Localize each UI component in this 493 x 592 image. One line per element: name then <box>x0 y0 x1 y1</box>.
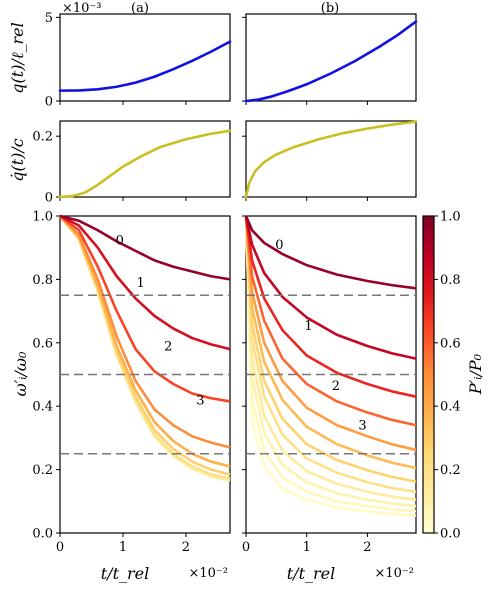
curve-index-label: 0 <box>116 233 124 248</box>
q_b-axes <box>242 13 417 105</box>
ytick-label: 0.2 <box>32 463 53 478</box>
colorbar-tick-label: 0.2 <box>440 463 461 478</box>
ytick-label: 1.0 <box>32 210 53 225</box>
ylabel-qdot: q̇(t)/c <box>8 138 27 182</box>
xtick-label: 1 <box>119 540 127 555</box>
om_a-omega-line <box>59 214 231 281</box>
om_a-omega-line <box>59 215 231 449</box>
om_b-omega-line <box>244 215 417 502</box>
ylabel-omega: ω′ᵢ/ω₀ <box>11 351 30 396</box>
curve-index-label: 3 <box>196 393 204 408</box>
colorbar-tick-label: 1.0 <box>440 210 461 225</box>
offset-text-x: ×10⁻² <box>188 566 228 581</box>
q_a-series-line <box>58 40 232 92</box>
q_b-series-line <box>244 20 418 103</box>
xlabel: t/t_rel <box>101 564 149 583</box>
curve-index-label: 1 <box>304 319 312 334</box>
ytick-label: 0 <box>45 191 53 206</box>
q_a-frame <box>59 13 231 102</box>
om_b-omega-line <box>244 215 417 513</box>
colorbar-tick-label: 0.0 <box>440 527 461 542</box>
om_b-omega-line <box>244 215 417 508</box>
curve-index-label: 0 <box>275 238 283 253</box>
curve-index-label: 3 <box>358 419 366 434</box>
om_b-omega-line <box>244 215 417 290</box>
panel-label-a: (a) <box>131 1 149 16</box>
curve-index-label: 2 <box>332 379 340 394</box>
xtick-label: 0 <box>242 540 250 555</box>
ytick-label: 0 <box>45 95 53 110</box>
xtick-label: 0 <box>56 540 64 555</box>
ylabel-q: q(t)/ℓ_rel <box>8 22 27 93</box>
ytick-label: 0.8 <box>32 273 53 288</box>
qd_b-series-line <box>244 120 418 199</box>
offset-text-q: ×10⁻³ <box>62 1 102 16</box>
om_a-omega-line <box>59 214 231 351</box>
ytick-label: 0.2 <box>32 130 53 145</box>
om_a-omega-line <box>59 215 231 468</box>
om_a-omega-line <box>59 214 231 403</box>
qd_b-frame <box>245 120 417 198</box>
om_b-omega-line <box>244 215 417 398</box>
ytick-label: 0.4 <box>32 400 53 415</box>
xlabel: t/t_rel <box>287 564 335 583</box>
om_b-omega-line <box>244 215 417 427</box>
colorbar-tick-label: 0.8 <box>440 273 461 288</box>
qd_a-axes: 00.2 <box>32 120 231 206</box>
om_b-omega-line <box>244 215 417 452</box>
q_b-frame <box>245 13 417 102</box>
xtick-label: 2 <box>182 540 190 555</box>
q_a-axes: 05 <box>45 11 231 110</box>
ytick-label: 0.0 <box>32 527 53 542</box>
colorbar-fill <box>423 216 434 533</box>
panel-label-b: (b) <box>321 1 339 16</box>
curve-index-label: 1 <box>136 276 144 291</box>
om_b-omega-line <box>244 215 417 360</box>
colorbar-tick-label: 0.4 <box>440 400 461 415</box>
om_b-omega-line <box>244 215 417 483</box>
om_b-omega-line <box>244 215 417 517</box>
curve-index-label: 2 <box>164 339 172 354</box>
xtick-label: 2 <box>363 540 371 555</box>
colorbar-label: P′ᵢ/P₀ <box>466 353 485 395</box>
om_b-omega-line <box>244 215 417 494</box>
qd_a-frame <box>59 120 231 198</box>
colorbar-frame <box>422 215 435 534</box>
ytick-label: 0.6 <box>32 336 53 351</box>
om_b-omega-line <box>244 215 417 470</box>
colorbar-tick-label: 0.6 <box>440 336 461 351</box>
offset-text-x: ×10⁻² <box>374 566 414 581</box>
xtick-label: 1 <box>303 540 311 555</box>
qd_a-series-line <box>58 129 232 199</box>
ytick-label: 5 <box>45 11 53 26</box>
